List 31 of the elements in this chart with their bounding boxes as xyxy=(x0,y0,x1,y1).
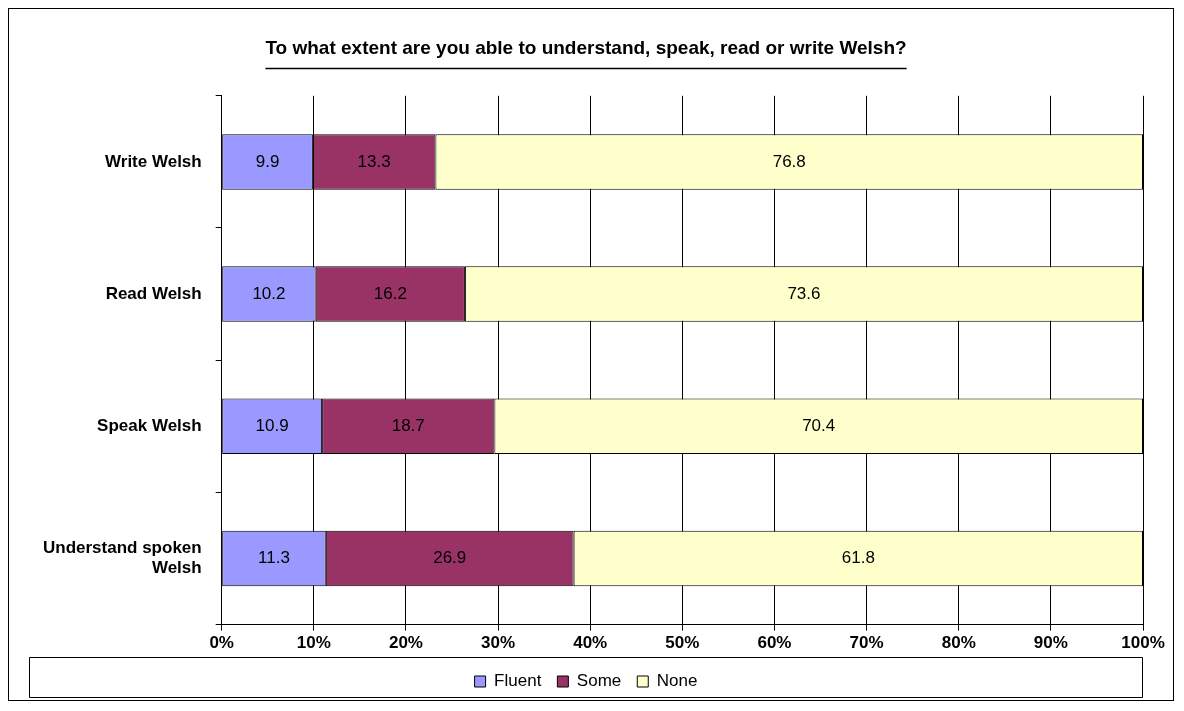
y-tick-label: Understand spoken Welsh xyxy=(42,537,202,578)
x-tick-label: 40% xyxy=(573,633,608,653)
x-tick-label: 50% xyxy=(665,633,700,653)
x-tick-label: 0% xyxy=(209,633,234,653)
legend-label: Fluent xyxy=(494,671,542,691)
x-tick-label: 80% xyxy=(941,633,976,653)
data-label: 13.3 xyxy=(357,151,391,171)
x-tick-label: 60% xyxy=(757,633,792,653)
x-tick-label: 70% xyxy=(849,633,884,653)
data-label: 18.7 xyxy=(391,415,425,435)
x-tick-label: 30% xyxy=(481,633,516,653)
x-tick-label: 20% xyxy=(388,633,423,653)
data-label: 11.3 xyxy=(258,548,290,568)
y-tick-label: Read Welsh xyxy=(105,283,202,303)
data-label: 73.6 xyxy=(787,283,821,303)
legend-label: None xyxy=(656,671,698,691)
x-tick-label: 100% xyxy=(1121,633,1165,653)
data-label: 26.9 xyxy=(433,548,467,568)
data-label: 10.9 xyxy=(255,415,289,435)
x-tick-label: 90% xyxy=(1033,633,1068,653)
data-label: 10.2 xyxy=(252,283,286,303)
x-tick-label: 10% xyxy=(296,633,331,653)
legend-label: Some xyxy=(576,671,622,691)
data-label: 9.9 xyxy=(255,151,280,171)
data-label: 61.8 xyxy=(841,548,875,568)
data-label: 70.4 xyxy=(802,415,836,435)
y-tick-label: Speak Welsh xyxy=(97,415,202,435)
data-label: 16.2 xyxy=(373,283,407,303)
y-tick-label: Write Welsh xyxy=(105,151,202,171)
data-label: 76.8 xyxy=(772,151,806,171)
chart-title: To what extent are you able to understand, speak, read or write Welsh? xyxy=(265,36,907,58)
